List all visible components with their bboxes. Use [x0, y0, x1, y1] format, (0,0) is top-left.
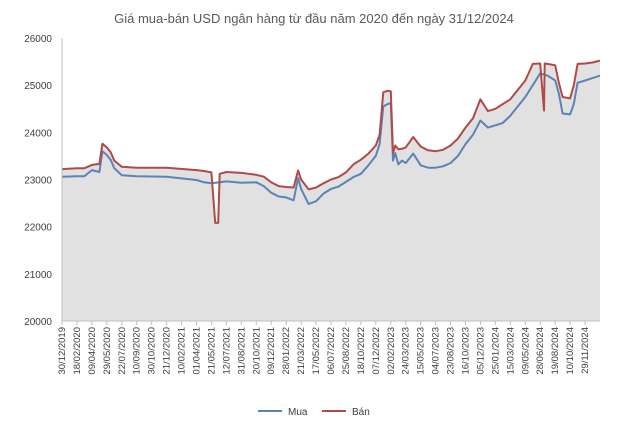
x-tick-label: 21/12/2020	[162, 327, 173, 375]
legend: Mua Bán	[258, 407, 370, 418]
axes: 20000 21000 22000 23000 24000 25000 26000 30/12…	[24, 34, 600, 375]
x-tick-label: 25/01/2024	[490, 327, 501, 375]
x-tick-label: 23/08/2023	[446, 327, 457, 375]
x-tick-label: 05/12/2023	[475, 327, 486, 375]
x-tick-label: 10/02/2021	[177, 327, 188, 375]
x-tick-label: 18/02/2020	[72, 327, 83, 375]
area-fill	[62, 60, 600, 321]
x-tick-label: 25/08/2022	[341, 327, 352, 375]
x-tick-label: 29/05/2020	[102, 327, 113, 375]
series-line-ban	[61, 59, 601, 224]
y-tick-label: 20000	[24, 317, 52, 328]
x-tick-label: 28/01/2022	[281, 327, 292, 375]
x-tick-label: 09/05/2024	[520, 327, 531, 375]
legend-label-ban: Bán	[352, 407, 370, 418]
y-tick-label: 21000	[24, 270, 52, 281]
x-tick-label: 10/10/2024	[565, 327, 576, 375]
legend-label-mua: Mua	[288, 407, 308, 418]
x-tick-label: 20/10/2021	[251, 327, 262, 375]
x-tick-label: 06/07/2022	[326, 327, 337, 375]
x-tick-label: 28/06/2024	[535, 327, 546, 375]
x-tick-label: 24/03/2023	[401, 327, 412, 375]
x-tick-label: 21/05/2021	[206, 327, 217, 375]
x-tick-label: 04/07/2023	[431, 327, 442, 375]
x-tick-label: 12/07/2021	[221, 327, 232, 375]
x-tick-label: 01/04/2021	[192, 327, 203, 375]
y-tick-label: 23000	[24, 176, 52, 187]
x-tick-label: 17/05/2022	[311, 327, 322, 375]
x-tick-label: 10/09/2020	[132, 327, 143, 375]
y-tick-label: 26000	[24, 34, 52, 45]
x-tick-label: 16/10/2023	[461, 327, 472, 375]
x-tick-label: 21/03/2022	[296, 327, 307, 375]
chart-title: Giá mua-bán USD ngân hàng từ đầu năm 202…	[114, 11, 514, 26]
y-tick-label: 25000	[24, 81, 52, 92]
x-tick-label: 15/03/2024	[505, 327, 516, 375]
y-tick-label: 24000	[24, 128, 52, 139]
x-tick-label: 22/07/2020	[117, 327, 128, 375]
x-tick-label: 15/05/2023	[416, 327, 427, 375]
x-tick-label: 30/12/2019	[57, 327, 68, 375]
x-tick-label: 19/08/2024	[550, 327, 561, 375]
plot-area	[61, 38, 601, 321]
x-tick-label: 29/11/2024	[580, 327, 591, 374]
x-tick-label: 07/12/2022	[371, 327, 382, 375]
x-tick-label: 02/02/2023	[386, 327, 397, 375]
x-tick-label: 30/10/2020	[147, 327, 158, 375]
series-line-mua	[61, 72, 601, 205]
x-tick-label: 09/04/2020	[87, 327, 98, 375]
x-tick-label: 09/12/2021	[266, 327, 277, 375]
y-tick-label: 22000	[24, 223, 52, 234]
x-tick-label: 18/10/2022	[356, 327, 367, 375]
x-tick-label: 31/08/2021	[236, 327, 247, 375]
